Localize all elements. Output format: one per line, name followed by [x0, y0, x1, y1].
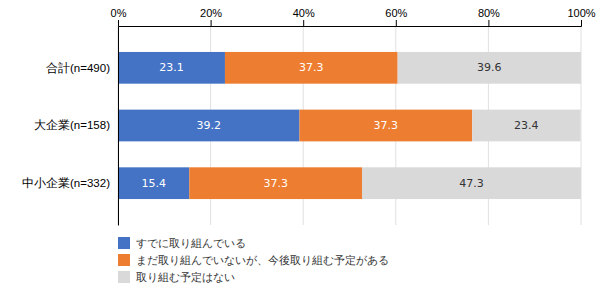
- data-label: 37.3: [263, 177, 288, 190]
- bar-segment: [225, 52, 398, 84]
- legend-swatch: [118, 271, 130, 283]
- legend-swatch: [118, 237, 130, 249]
- tick-label: 合計(n=490): [46, 60, 110, 73]
- tick-label: 中小企業(n=332): [22, 177, 110, 189]
- tick-label: 0%: [111, 7, 127, 19]
- tick-mark: [118, 20, 119, 26]
- tick: 大企業(n=158): [34, 119, 118, 131]
- legend-label: まだ取り組んでいないが、今後取り組む予定がある: [136, 254, 389, 267]
- legend-swatch: [118, 254, 130, 266]
- bar-segment: [118, 110, 299, 142]
- tick-mark: [581, 20, 582, 26]
- bar-segment: [189, 167, 362, 199]
- bars: [118, 52, 581, 199]
- data-label: 23.1: [159, 61, 184, 74]
- tick-label: 100%: [567, 7, 595, 19]
- plot: 23.1 39.2 15.4 37.3 37.3 37.3 39.6 23.4 47.3 0% 20…: [22, 7, 596, 226]
- chart: 23.1 39.2 15.4 37.3 37.3 37.3 39.6 23.4 47.3 0% 20…: [0, 0, 605, 296]
- bar-segment: [299, 110, 472, 142]
- tick-mark: [303, 20, 304, 26]
- tick: 80%: [478, 7, 500, 26]
- tick-label: 40%: [293, 7, 315, 19]
- grid-line: [118, 26, 119, 225]
- grid: [118, 26, 581, 225]
- data-label: 39.2: [196, 119, 221, 132]
- axis-line: [119, 20, 582, 27]
- bar-segment: [118, 167, 189, 199]
- tick: 20%: [200, 7, 222, 26]
- tick: 60%: [385, 7, 407, 26]
- axis-line: [118, 27, 119, 226]
- legend-item: まだ取り組んでいないが、今後取り組む予定がある: [118, 254, 389, 267]
- data-label: 15.4: [141, 177, 166, 190]
- legend-label: 取り組む予定はない: [136, 271, 235, 284]
- tick-mark: [488, 20, 489, 26]
- tick-label: 80%: [478, 7, 500, 19]
- tick-mark: [211, 20, 212, 26]
- tick: 40%: [293, 7, 315, 26]
- bar-segment: [472, 110, 580, 142]
- tick: 合計(n=490): [46, 60, 118, 73]
- y-axis: 合計(n=490) 大企業(n=158) 中小企業(n=332): [22, 27, 118, 226]
- bar-segment: [398, 52, 581, 84]
- data-label: 37.3: [374, 119, 399, 132]
- tick: 100%: [567, 7, 595, 26]
- tick-mark: [396, 20, 397, 26]
- data-label: 37.3: [299, 61, 324, 74]
- data-label: 39.6: [477, 61, 502, 74]
- tick-label: 大企業(n=158): [34, 119, 110, 131]
- data-label: 47.3: [459, 177, 484, 190]
- tick: 0%: [111, 7, 127, 26]
- legend-item: 取り組む予定はない: [118, 271, 235, 284]
- tick-label: 20%: [200, 7, 222, 19]
- bar-segment: [118, 52, 225, 84]
- data-labels: 23.1 39.2 15.4 37.3 37.3 37.3 39.6 23.4 47.3: [141, 61, 538, 189]
- tick: 中小企業(n=332): [22, 177, 118, 189]
- tick-label: 60%: [385, 7, 407, 19]
- bar-segment: [362, 167, 581, 199]
- data-label: 23.4: [514, 119, 539, 132]
- series: [362, 52, 581, 199]
- x-axis: 0% 20% 40% 60% 80% 100%: [111, 7, 596, 27]
- legend: すでに取り組んでいるまだ取り組んでいないが、今後取り組む予定がある取り組む予定は…: [118, 237, 389, 284]
- legend-label: すでに取り組んでいる: [136, 237, 246, 250]
- legend-item: すでに取り組んでいる: [118, 237, 246, 250]
